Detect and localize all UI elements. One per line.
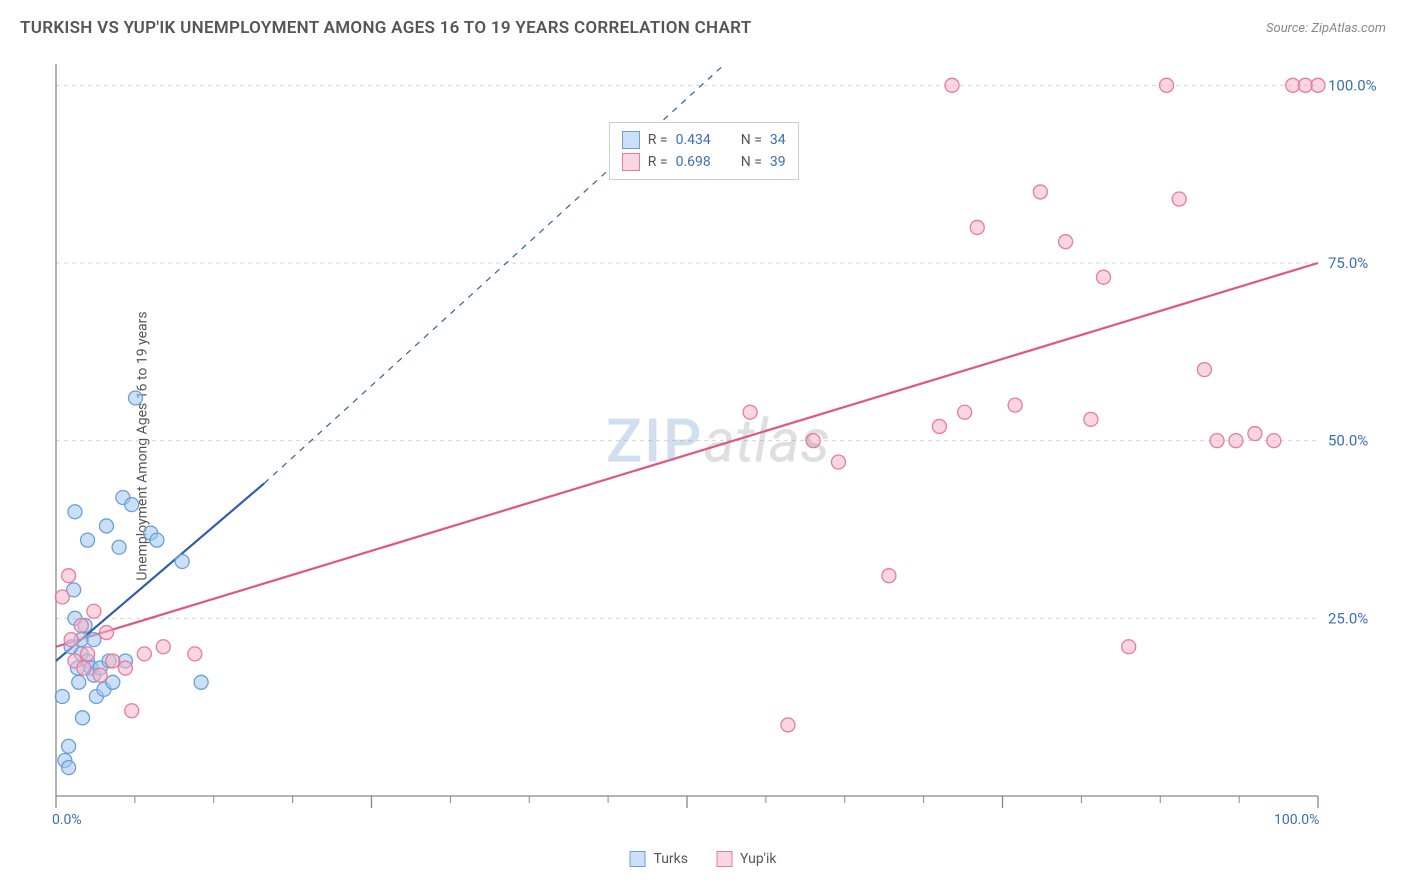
data-point bbox=[1160, 78, 1174, 92]
series-legend: Turks Yup'ik bbox=[630, 848, 777, 870]
data-point bbox=[1229, 434, 1243, 448]
data-point bbox=[55, 590, 69, 604]
data-point bbox=[77, 661, 91, 675]
data-point bbox=[55, 690, 69, 704]
data-point bbox=[125, 498, 139, 512]
data-point bbox=[882, 569, 896, 583]
data-point bbox=[99, 519, 113, 533]
x-origin-label: 0.0% bbox=[52, 812, 82, 828]
legend-n-value: 39 bbox=[770, 151, 786, 173]
data-point bbox=[125, 704, 139, 718]
data-point bbox=[1197, 363, 1211, 377]
legend-r-value: 0.434 bbox=[676, 129, 711, 151]
plot-area: 25.0%50.0%75.0%100.0% ZIPatlas R = 0.434… bbox=[48, 56, 1388, 826]
y-tick-label: 25.0% bbox=[1328, 609, 1368, 627]
data-point bbox=[1210, 434, 1224, 448]
data-point bbox=[1033, 185, 1047, 199]
data-point bbox=[137, 647, 151, 661]
data-point bbox=[64, 633, 78, 647]
data-point bbox=[188, 647, 202, 661]
data-point bbox=[74, 618, 88, 632]
data-point bbox=[194, 675, 208, 689]
stats-legend-row: R = 0.434 N = 34 bbox=[622, 129, 786, 151]
data-point bbox=[72, 675, 86, 689]
data-point bbox=[1008, 398, 1022, 412]
legend-n-prefix: N = bbox=[741, 129, 762, 151]
legend-r-value: 0.698 bbox=[676, 151, 711, 173]
data-point bbox=[156, 640, 170, 654]
data-point bbox=[93, 668, 107, 682]
title-bar: TURKISH VS YUP'IK UNEMPLOYMENT AMONG AGE… bbox=[20, 18, 1386, 38]
data-point bbox=[781, 718, 795, 732]
legend-swatch bbox=[622, 131, 640, 149]
legend-r-prefix: R = bbox=[648, 129, 668, 151]
y-tick-label: 50.0% bbox=[1328, 432, 1368, 450]
data-point bbox=[118, 661, 132, 675]
data-point bbox=[1311, 78, 1325, 92]
data-point bbox=[1267, 434, 1281, 448]
stats-legend-box: R = 0.434 N = 34 R = 0.698 N = 39 bbox=[609, 122, 799, 180]
y-tick-label: 75.0% bbox=[1328, 254, 1368, 272]
data-point bbox=[87, 633, 101, 647]
data-point bbox=[932, 419, 946, 433]
data-point bbox=[175, 554, 189, 568]
source-attribution: Source: ZipAtlas.com bbox=[1266, 21, 1386, 36]
data-point bbox=[62, 739, 76, 753]
data-point bbox=[106, 675, 120, 689]
data-point bbox=[1298, 78, 1312, 92]
data-point bbox=[1286, 78, 1300, 92]
y-tick-label: 100.0% bbox=[1328, 76, 1377, 94]
data-point bbox=[106, 654, 120, 668]
data-point bbox=[129, 391, 143, 405]
trend-line bbox=[56, 483, 264, 661]
data-point bbox=[743, 405, 757, 419]
data-point bbox=[970, 220, 984, 234]
legend-swatch bbox=[622, 153, 640, 171]
data-point bbox=[150, 533, 164, 547]
legend-label: Yup'ik bbox=[740, 848, 776, 870]
chart-title: TURKISH VS YUP'IK UNEMPLOYMENT AMONG AGE… bbox=[20, 18, 751, 38]
data-point bbox=[68, 505, 82, 519]
stats-legend-row: R = 0.698 N = 39 bbox=[622, 151, 786, 173]
data-point bbox=[81, 647, 95, 661]
legend-label: Turks bbox=[654, 848, 689, 870]
x-max-label: 100.0% bbox=[1274, 812, 1319, 828]
data-point bbox=[62, 569, 76, 583]
data-point bbox=[1059, 235, 1073, 249]
legend-item: Yup'ik bbox=[716, 848, 776, 870]
trend-line bbox=[56, 263, 1318, 647]
data-point bbox=[831, 455, 845, 469]
data-point bbox=[81, 533, 95, 547]
data-point bbox=[945, 78, 959, 92]
legend-n-value: 34 bbox=[770, 129, 786, 151]
data-point bbox=[112, 540, 126, 554]
data-point bbox=[62, 761, 76, 775]
data-point bbox=[1122, 640, 1136, 654]
legend-swatch bbox=[716, 851, 732, 867]
data-point bbox=[1096, 270, 1110, 284]
data-point bbox=[806, 434, 820, 448]
legend-n-prefix: N = bbox=[741, 151, 762, 173]
data-point bbox=[1248, 427, 1262, 441]
data-point bbox=[1084, 412, 1098, 426]
legend-swatch bbox=[630, 851, 646, 867]
data-point bbox=[1172, 192, 1186, 206]
legend-item: Turks bbox=[630, 848, 689, 870]
data-point bbox=[87, 604, 101, 618]
data-point bbox=[76, 711, 90, 725]
legend-r-prefix: R = bbox=[648, 151, 668, 173]
data-point bbox=[958, 405, 972, 419]
data-point bbox=[99, 626, 113, 640]
